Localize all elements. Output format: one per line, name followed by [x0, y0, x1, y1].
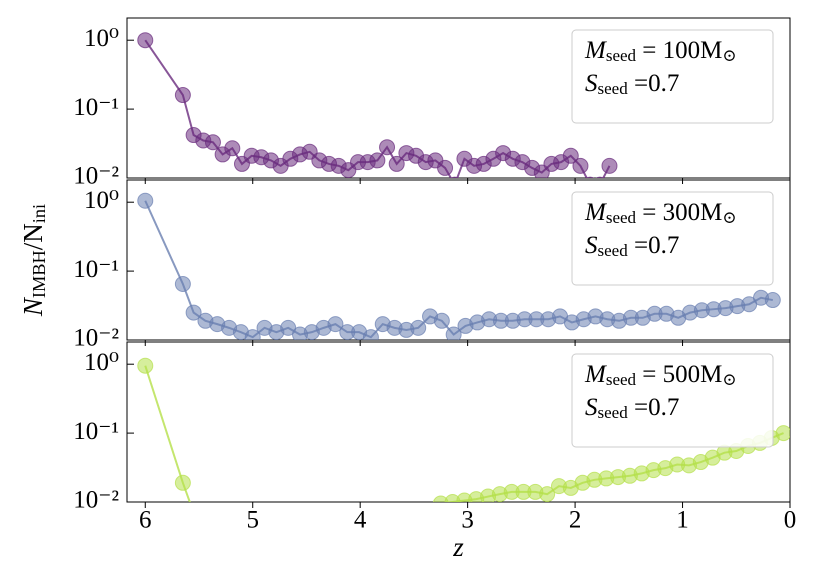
marker	[572, 157, 589, 174]
math-text: NIMBH/Nini	[18, 204, 49, 317]
x-tick-label: 6	[139, 507, 152, 534]
marker	[379, 139, 396, 156]
math-text: Mseed = 300M⊙	[584, 199, 737, 227]
marker	[764, 292, 781, 309]
marker	[362, 329, 379, 340]
y-tick-label: 10⁰	[84, 187, 119, 214]
text-part: /N	[18, 223, 48, 250]
marker	[444, 494, 461, 502]
marker	[186, 505, 201, 520]
marker	[204, 134, 221, 151]
marker	[432, 495, 449, 502]
marker	[539, 486, 556, 502]
marker	[244, 329, 261, 340]
subscript: seed	[606, 208, 637, 227]
marker	[174, 275, 191, 292]
legend-box	[571, 29, 774, 124]
subscript: seed	[598, 403, 629, 422]
y-tick-label: 10⁻²	[73, 163, 119, 190]
x-tick-label: 5	[246, 507, 259, 534]
marker	[137, 192, 154, 209]
marker	[445, 326, 462, 340]
marker	[450, 176, 460, 178]
y-tick-label: 10⁻¹	[73, 418, 119, 445]
marker	[185, 304, 202, 321]
y-tick-label: 10⁻¹	[73, 256, 119, 283]
y-tick-label: 10⁰	[84, 349, 119, 376]
text-part: S	[585, 232, 598, 259]
subscript: seed	[606, 46, 637, 65]
series	[137, 192, 781, 340]
subscript: ⊙	[722, 370, 736, 389]
math-text: Mseed = 100M⊙	[584, 37, 737, 65]
x-tick-label: 0	[784, 507, 797, 534]
marker	[595, 176, 605, 178]
subscript: seed	[606, 370, 637, 389]
marker	[137, 357, 154, 374]
marker	[369, 152, 386, 169]
x-axis-label: z	[452, 532, 464, 562]
text-part: = 100M	[636, 37, 722, 64]
x-tick-label: 2	[569, 507, 582, 534]
marker	[137, 32, 154, 49]
marker	[601, 157, 618, 174]
marker	[388, 155, 405, 172]
y-tick-label: 10⁻²	[73, 487, 119, 514]
series	[137, 32, 618, 178]
math-text: Sseed =0.7	[585, 394, 679, 422]
subscript: IMBH	[29, 250, 49, 298]
text-part: =0.7	[628, 232, 680, 259]
math-text: Sseed =0.7	[585, 232, 679, 260]
y-tick-label: 10⁰	[84, 25, 119, 52]
marker	[224, 140, 241, 157]
legend-box	[571, 353, 774, 448]
text-part: =0.7	[628, 70, 680, 97]
subscript: seed	[598, 79, 629, 98]
x-tick-label: 1	[676, 507, 689, 534]
marker	[174, 474, 191, 491]
marker	[437, 159, 454, 176]
marker	[585, 176, 595, 178]
marker	[174, 87, 191, 104]
text-part: M	[584, 37, 607, 64]
text-part: N	[18, 296, 48, 317]
math-text: Sseed =0.7	[585, 70, 679, 98]
series-line	[144, 365, 191, 502]
marker	[433, 312, 450, 329]
marker	[562, 147, 579, 164]
legend-box	[571, 191, 774, 286]
y-tick-label: 10⁻¹	[73, 94, 119, 121]
text-part: = 500M	[636, 361, 722, 388]
text-part: M	[584, 199, 607, 226]
marker	[410, 319, 427, 336]
marker	[327, 316, 344, 333]
math-text: Mseed = 500M⊙	[584, 361, 737, 389]
text-part: M	[584, 361, 607, 388]
marker	[775, 425, 790, 442]
y-tick-label: 10⁻²	[73, 325, 119, 352]
subscript: ⊙	[722, 208, 736, 227]
text-part: S	[585, 70, 598, 97]
x-tick-label: 3	[461, 507, 474, 534]
text-part: =0.7	[628, 394, 680, 421]
text-part: = 300M	[636, 199, 722, 226]
x-tick-label: 4	[354, 507, 367, 534]
subscript: seed	[598, 241, 629, 260]
text-part: S	[585, 394, 598, 421]
subscript: ⊙	[722, 46, 736, 65]
subscript: ini	[29, 204, 49, 223]
